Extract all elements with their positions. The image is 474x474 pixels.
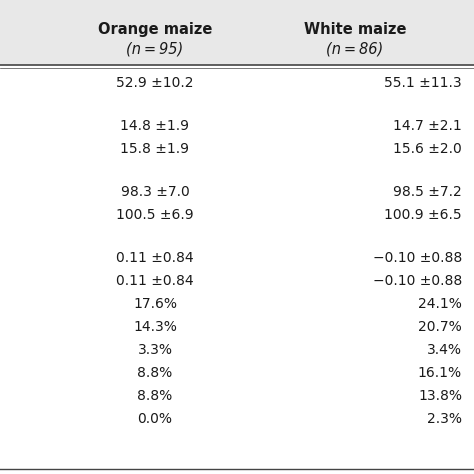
Text: −0.10 ±0.88: −0.10 ±0.88 bbox=[373, 274, 462, 288]
Bar bbox=[0, 0, 474, 65]
Text: 55.1 ±11.3: 55.1 ±11.3 bbox=[384, 76, 462, 90]
Text: 24.1%: 24.1% bbox=[418, 297, 462, 311]
Text: 100.5 ±6.9: 100.5 ±6.9 bbox=[116, 208, 194, 222]
Text: (n = 95): (n = 95) bbox=[127, 41, 183, 56]
Text: 0.11 ±0.84: 0.11 ±0.84 bbox=[116, 274, 194, 288]
Text: 0.0%: 0.0% bbox=[137, 412, 173, 426]
Text: White maize: White maize bbox=[304, 22, 406, 37]
Text: 8.8%: 8.8% bbox=[137, 389, 173, 403]
Text: 17.6%: 17.6% bbox=[133, 297, 177, 311]
Text: 14.3%: 14.3% bbox=[133, 320, 177, 334]
Text: 15.8 ±1.9: 15.8 ±1.9 bbox=[120, 142, 190, 156]
Text: Orange maize: Orange maize bbox=[98, 22, 212, 37]
Text: 14.8 ±1.9: 14.8 ±1.9 bbox=[120, 119, 190, 133]
Text: 98.5 ±7.2: 98.5 ±7.2 bbox=[393, 185, 462, 199]
Text: 100.9 ±6.5: 100.9 ±6.5 bbox=[384, 208, 462, 222]
Text: 14.7 ±2.1: 14.7 ±2.1 bbox=[393, 119, 462, 133]
Text: 8.8%: 8.8% bbox=[137, 366, 173, 380]
Text: 3.3%: 3.3% bbox=[137, 343, 173, 357]
Text: −0.10 ±0.88: −0.10 ±0.88 bbox=[373, 251, 462, 265]
Text: 2.3%: 2.3% bbox=[427, 412, 462, 426]
Text: 3.4%: 3.4% bbox=[427, 343, 462, 357]
Text: 20.7%: 20.7% bbox=[418, 320, 462, 334]
Text: 13.8%: 13.8% bbox=[418, 389, 462, 403]
Text: 15.6 ±2.0: 15.6 ±2.0 bbox=[393, 142, 462, 156]
Text: 98.3 ±7.0: 98.3 ±7.0 bbox=[120, 185, 190, 199]
Text: (n = 86): (n = 86) bbox=[327, 41, 383, 56]
Text: 52.9 ±10.2: 52.9 ±10.2 bbox=[116, 76, 194, 90]
Text: 0.11 ±0.84: 0.11 ±0.84 bbox=[116, 251, 194, 265]
Text: 16.1%: 16.1% bbox=[418, 366, 462, 380]
